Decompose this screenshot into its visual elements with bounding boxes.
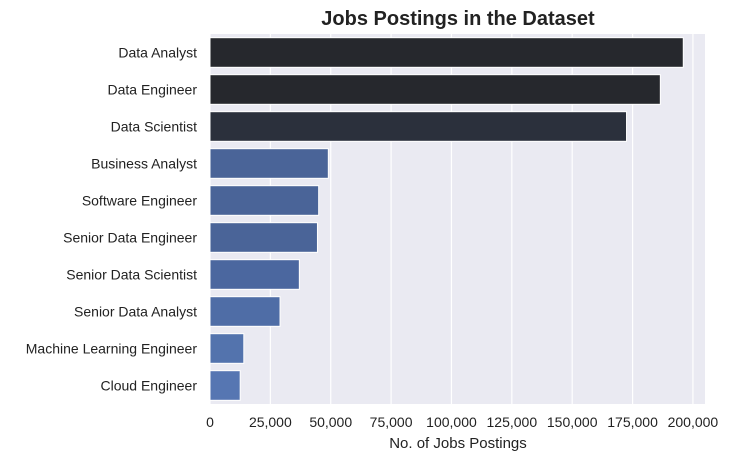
category-label: Data Analyst — [118, 45, 197, 61]
bar — [209, 185, 320, 216]
x-axis-label: No. of Jobs Postings — [389, 435, 527, 452]
category-label: Machine Learning Engineer — [26, 341, 198, 357]
x-tick-labels: 0 25,000 50,000 75,000 100,000 125,000 150,000… — [206, 414, 718, 430]
x-tick-label: 200,000 — [668, 414, 719, 430]
category-label: Senior Data Engineer — [63, 230, 197, 246]
category-label: Cloud Engineer — [100, 378, 197, 394]
bar — [209, 222, 318, 253]
x-tick-label: 175,000 — [607, 414, 658, 430]
x-tick-label: 150,000 — [547, 414, 598, 430]
category-label: Senior Data Scientist — [66, 267, 197, 283]
x-tick-label: 50,000 — [309, 414, 352, 430]
x-tick-label: 125,000 — [487, 414, 538, 430]
chart-title: Jobs Postings in the Dataset — [321, 8, 595, 30]
category-label: Data Engineer — [107, 82, 197, 98]
bar — [209, 37, 684, 68]
category-labels: Data Analyst Data Engineer Data Scientist B… — [26, 45, 198, 394]
bar — [209, 296, 281, 327]
x-tick-label: 100,000 — [426, 414, 477, 430]
bar — [209, 259, 300, 290]
x-tick-label: 75,000 — [370, 414, 413, 430]
category-label: Data Scientist — [111, 119, 197, 135]
bars — [209, 37, 684, 401]
category-label: Senior Data Analyst — [74, 304, 197, 320]
bar — [209, 370, 241, 401]
bar — [209, 148, 329, 179]
x-tick-label: 25,000 — [249, 414, 292, 430]
x-tick-label: 0 — [206, 414, 214, 430]
bar — [209, 111, 628, 142]
bar — [209, 74, 661, 105]
category-label: Business Analyst — [91, 156, 197, 172]
category-label: Software Engineer — [82, 193, 198, 209]
bar — [209, 333, 245, 364]
